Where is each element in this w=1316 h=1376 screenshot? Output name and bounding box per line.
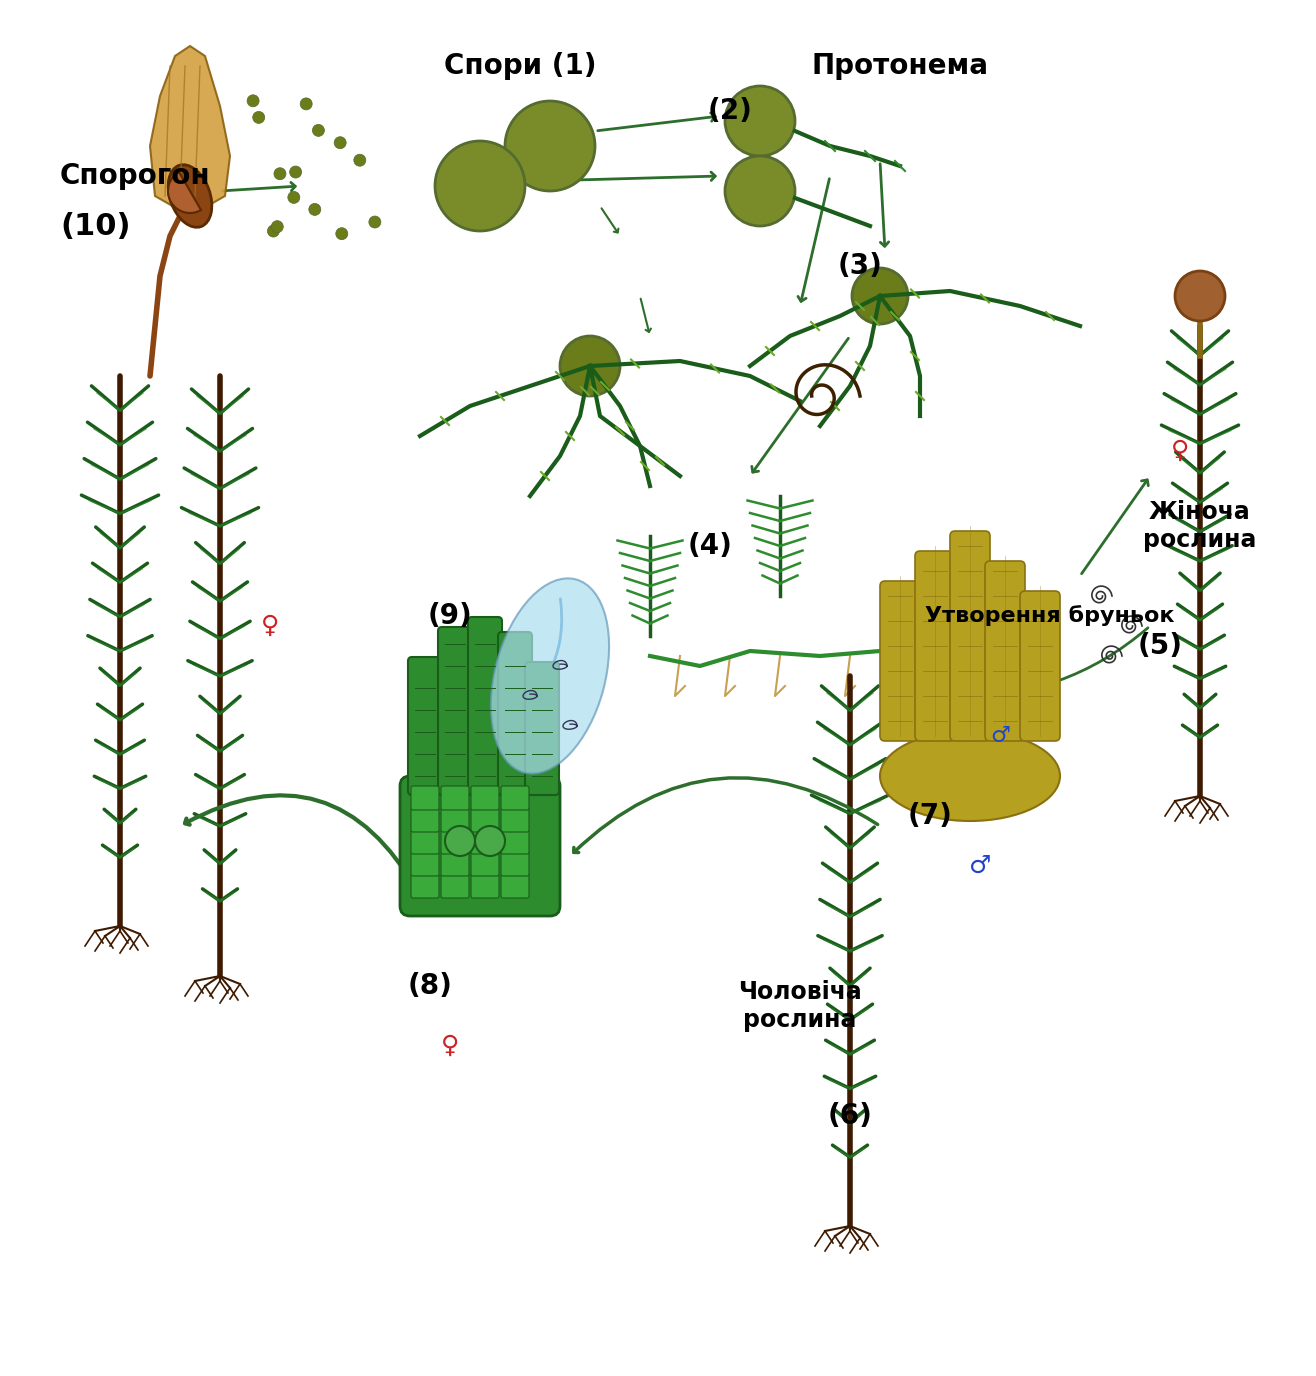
Polygon shape [150,45,230,216]
FancyBboxPatch shape [880,581,920,742]
Text: (6): (6) [828,1102,873,1130]
FancyBboxPatch shape [441,786,468,810]
Circle shape [247,95,259,107]
FancyBboxPatch shape [411,852,440,877]
FancyBboxPatch shape [915,550,955,742]
FancyBboxPatch shape [438,627,472,795]
Circle shape [300,98,312,110]
Circle shape [851,268,908,323]
Circle shape [725,155,795,226]
Text: (7): (7) [908,802,953,830]
Text: (8): (8) [408,971,453,1000]
Text: ♀: ♀ [1171,439,1190,462]
Circle shape [725,85,795,155]
FancyBboxPatch shape [441,830,468,854]
Circle shape [290,166,301,178]
Circle shape [267,226,279,237]
Circle shape [561,336,620,396]
Text: Чоловіча
рослина: Чоловіча рослина [738,980,862,1032]
Ellipse shape [491,578,609,773]
Circle shape [334,136,346,149]
Text: Утворення бруньок: Утворення бруньок [925,605,1175,626]
Wedge shape [168,172,201,213]
FancyBboxPatch shape [501,852,529,877]
FancyBboxPatch shape [984,561,1025,742]
FancyBboxPatch shape [411,808,440,832]
FancyBboxPatch shape [411,830,440,854]
Text: ♀: ♀ [441,1033,459,1058]
FancyBboxPatch shape [471,874,499,899]
Text: Спори (1): Спори (1) [443,52,596,80]
Circle shape [271,220,283,233]
Text: (10): (10) [61,212,130,241]
Circle shape [354,154,366,166]
Circle shape [505,100,595,191]
Circle shape [1175,271,1225,321]
Circle shape [436,140,525,231]
FancyBboxPatch shape [468,616,501,795]
Text: ♀: ♀ [261,614,279,638]
FancyBboxPatch shape [441,808,468,832]
Circle shape [309,204,321,216]
Text: ♂: ♂ [969,854,991,878]
FancyBboxPatch shape [497,632,532,795]
Circle shape [336,227,347,239]
Text: Жіноча
рослина: Жіноча рослина [1144,499,1257,552]
FancyBboxPatch shape [1020,592,1059,742]
Ellipse shape [880,731,1059,821]
FancyBboxPatch shape [471,808,499,832]
FancyBboxPatch shape [400,776,561,916]
FancyBboxPatch shape [411,786,440,810]
FancyBboxPatch shape [501,874,529,899]
Circle shape [312,124,325,136]
FancyBboxPatch shape [441,852,468,877]
FancyBboxPatch shape [525,662,559,795]
Text: (3): (3) [837,252,883,279]
FancyBboxPatch shape [501,786,529,810]
FancyBboxPatch shape [501,830,529,854]
Text: Спорогон: Спорогон [61,162,211,190]
Text: (9): (9) [428,603,472,630]
FancyBboxPatch shape [441,874,468,899]
Circle shape [274,168,286,180]
FancyBboxPatch shape [471,786,499,810]
Circle shape [475,826,505,856]
Text: (5): (5) [1137,632,1183,660]
FancyBboxPatch shape [950,531,990,742]
FancyBboxPatch shape [471,830,499,854]
Ellipse shape [168,165,212,227]
Text: ♂: ♂ [990,727,1009,746]
Circle shape [288,191,300,204]
Text: Протонема: Протонема [812,52,988,80]
Text: (4): (4) [687,533,733,560]
FancyBboxPatch shape [408,656,442,795]
FancyBboxPatch shape [501,808,529,832]
Text: (2): (2) [708,96,753,125]
FancyBboxPatch shape [471,852,499,877]
FancyBboxPatch shape [411,874,440,899]
Circle shape [368,216,380,228]
Circle shape [445,826,475,856]
Circle shape [253,111,265,124]
